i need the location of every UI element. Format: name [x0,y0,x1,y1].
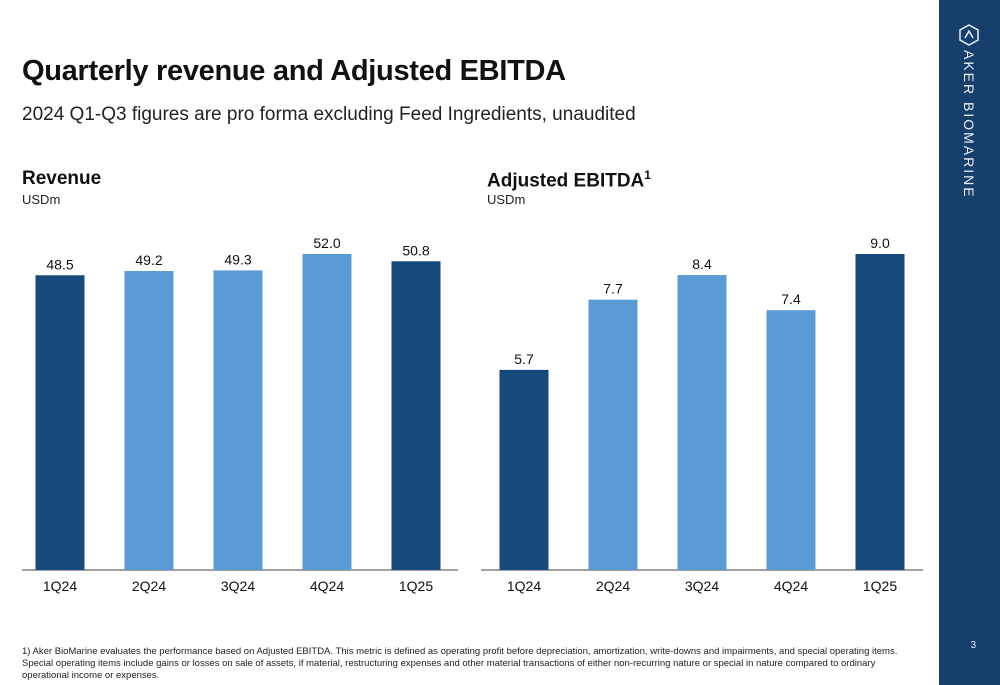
ebitda-value-label: 8.4 [692,256,712,272]
ebitda-value-label: 5.7 [514,351,534,367]
revenue-value-label: 48.5 [46,256,73,272]
revenue-tick-label: 4Q24 [310,578,344,594]
revenue-value-label: 52.0 [313,235,340,251]
ebitda-tick-label: 3Q24 [685,578,719,594]
revenue-tick-label: 1Q25 [399,578,433,594]
revenue-bar-chart: 48.5 1Q24 49.2 2Q24 49.3 3Q24 52.0 4Q24 50.8 1Q25 [22,235,458,594]
ebitda-value-label: 7.7 [603,281,623,297]
ebitda-tick-label: 2Q24 [596,578,630,594]
revenue-tick-label: 1Q24 [43,578,77,594]
revenue-bar-4q24 [302,254,352,570]
ebitda-chart-title: Adjusted EBITDA1 [487,168,651,192]
ebitda-value-label: 7.4 [781,291,801,307]
revenue-tick-label: 2Q24 [132,578,166,594]
revenue-bar-1q25 [391,261,441,570]
ebitda-tick-label: 1Q25 [863,578,897,594]
ebitda-value-label: 9.0 [870,235,890,251]
revenue-value-label: 49.2 [135,252,162,268]
revenue-chart-unit: USDm [22,192,61,207]
ebitda-bar-3q24 [677,275,727,570]
hexagon-logo-icon [959,24,979,46]
brand-name: AKER BIOMARINE [961,50,977,199]
revenue-tick-label: 3Q24 [221,578,255,594]
brand-sidebar: AKER BIOMARINE 3 [939,0,1000,685]
footnote: 1) Aker BioMarine evaluates the performa… [22,646,898,681]
revenue-value-label: 50.8 [402,242,429,258]
ebitda-bar-1q24 [499,369,549,570]
ebitda-bar-4q24 [766,310,816,570]
revenue-bar-3q24 [213,270,263,570]
ebitda-chart-unit: USDm [487,192,526,207]
brand-logo: AKER BIOMARINE [957,24,981,199]
revenue-chart-title: Revenue [22,168,102,189]
ebitda-tick-label: 4Q24 [774,578,808,594]
page-number: 3 [970,640,976,651]
page-subtitle: 2024 Q1-Q3 figures are pro forma excludi… [22,104,636,125]
footnote-marker: 1 [644,168,651,182]
ebitda-bar-chart: 5.7 1Q24 7.7 2Q24 8.4 3Q24 7.4 4Q24 9.0 1Q25 [481,235,923,594]
revenue-value-label: 49.3 [224,251,251,267]
page-title: Quarterly revenue and Adjusted EBITDA [22,55,566,87]
ebitda-tick-label: 1Q24 [507,578,541,594]
revenue-bar-2q24 [124,271,174,570]
ebitda-bar-1q25 [855,254,905,570]
revenue-bar-1q24 [35,275,85,570]
ebitda-bar-2q24 [588,299,638,570]
